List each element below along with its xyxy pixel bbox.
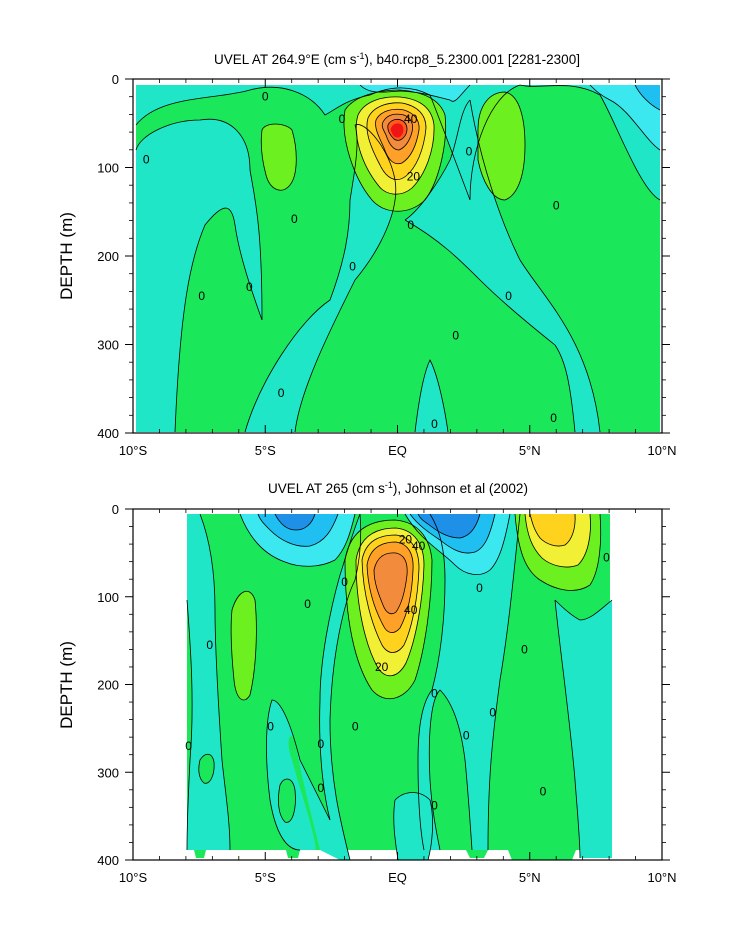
p2-contour-label: 0 <box>431 799 438 813</box>
p1-xtick-label: 5°N <box>519 443 541 458</box>
p2-contour-label: 0 <box>540 785 547 799</box>
p1-xtick-label: 10°N <box>647 443 676 458</box>
p1-fill-green-right <box>478 92 525 200</box>
p1-contour-label: 0 <box>452 329 459 343</box>
p1-fill-neg10-right <box>635 85 660 110</box>
p2-contour-label: 40 <box>404 603 418 617</box>
p2-contour-label: 0 <box>431 686 438 700</box>
panel-1: UVEL AT 264.9°E (cm s-1), b40.rcp8_5.230… <box>57 51 677 458</box>
p1-contour-label: 0 <box>349 260 356 274</box>
p1-xtick-label: 10°S <box>119 443 148 458</box>
p2-contour-label: 0 <box>317 737 324 751</box>
p1-contour-label: 0 <box>550 411 557 425</box>
p2-contour-label: 0 <box>603 550 610 564</box>
p2-contour-label: 0 <box>317 781 324 795</box>
p2-fill-cyan-lowmid <box>393 792 433 860</box>
p2-contour-lines <box>186 513 613 860</box>
p1-fill-cyan-bot <box>415 360 448 432</box>
p1-contour-label: 20 <box>407 169 421 183</box>
p2-fill-neg20-a <box>275 514 315 530</box>
p2-contour-label: 0 <box>185 739 192 753</box>
p1-fill-green-left <box>261 124 297 191</box>
p2-fill-cyan-far <box>555 600 612 858</box>
p2-contour-label: 40 <box>412 539 426 553</box>
p1-ytick-label: 0 <box>112 72 119 87</box>
p1-fill-neg5-right <box>590 85 660 150</box>
p2-ytick-label: 0 <box>112 502 119 517</box>
p2-contour-label: 0 <box>352 720 359 734</box>
p1-contour-label: 0 <box>246 280 253 294</box>
p1-fill-jet-60 <box>390 123 404 138</box>
p1-ytick-label: 400 <box>97 426 119 441</box>
p1-contour-label: 0 <box>466 145 473 159</box>
p1-contour-label: 0 <box>198 289 205 303</box>
p2-fill-right-25 <box>530 514 576 547</box>
panel-1-contours: 0 0 0 0 0 0 0 0 0 0 0 0 0 0 0 40 20 <box>135 84 661 433</box>
p1-contour-lines <box>135 84 661 433</box>
p1-contour-label: 0 <box>407 218 414 232</box>
p1-contour-label: 0 <box>262 90 269 104</box>
panel-2: UVEL AT 265 (cm s-1), Johnson et al (200… <box>57 480 677 885</box>
p1-ylabel: DEPTH (m) <box>57 212 76 300</box>
p1-ytick-label: 300 <box>97 338 119 353</box>
p1-fill-cyan-left <box>136 119 262 432</box>
p1-xtick-label: EQ <box>388 443 407 458</box>
p2-xtick-label: 10°N <box>647 870 676 885</box>
p1-ytick-label: 200 <box>97 249 119 264</box>
p1-contour-label: 0 <box>339 112 346 126</box>
p1-fill-cyan-mid <box>245 124 396 432</box>
p2-contour-label: 20 <box>375 660 389 674</box>
p2-contour-label: 0 <box>476 581 483 595</box>
p1-contour-label: 0 <box>553 199 560 213</box>
p2-ytick-label: 100 <box>97 590 119 605</box>
p2-contour-label: 0 <box>304 597 311 611</box>
p2-contour-label: 0 <box>206 638 213 652</box>
p2-fill-green-left <box>231 591 257 700</box>
p1-contour-label: 0 <box>278 386 285 400</box>
p1-contour-label: 0 <box>291 212 298 226</box>
p2-contour-label: 0 <box>341 575 348 589</box>
p2-xtick-label: 5°N <box>519 870 541 885</box>
p2-xtick-label: 10°S <box>119 870 148 885</box>
p1-contour-labels: 0 0 0 0 0 0 0 0 0 0 0 0 0 0 0 40 20 <box>143 90 560 431</box>
p2-ytick-label: 300 <box>97 765 119 780</box>
p2-contour-label: 0 <box>267 720 274 734</box>
p2-fill-green-small <box>198 754 215 784</box>
p2-fill-cyan-right <box>418 514 520 850</box>
p2-contour-label: 0 <box>489 706 496 720</box>
p2-ytick-label: 200 <box>97 678 119 693</box>
p1-fill-cyan-right <box>405 100 600 432</box>
p2-xtick-label: 5°S <box>255 870 276 885</box>
p1-xtick-label: 5°S <box>255 443 276 458</box>
p2-fill-cyan-left <box>187 514 230 850</box>
p2-fill-green-small2 <box>278 778 296 823</box>
p1-contour-label: 0 <box>143 153 150 167</box>
p1-ytick-label: 100 <box>97 161 119 176</box>
p2-contour-label: 0 <box>463 728 470 742</box>
p2-contour-label: 20 <box>399 533 413 547</box>
p2-contour-label: 0 <box>521 642 528 656</box>
p1-contour-label: 0 <box>505 289 512 303</box>
panel-1-title: UVEL AT 264.9°E (cm s-1), b40.rcp8_5.230… <box>214 51 580 67</box>
p2-fill-jet-40 <box>374 552 408 614</box>
p2-ytick-label: 400 <box>97 853 119 868</box>
p2-ylabel: DEPTH (m) <box>57 641 76 729</box>
p2-xtick-label: EQ <box>388 870 407 885</box>
p1-contour-label: 0 <box>431 417 438 431</box>
p1-contour-label: 40 <box>404 112 418 126</box>
panel-2-title: UVEL AT 265 (cm s-1), Johnson et al (200… <box>268 480 528 496</box>
